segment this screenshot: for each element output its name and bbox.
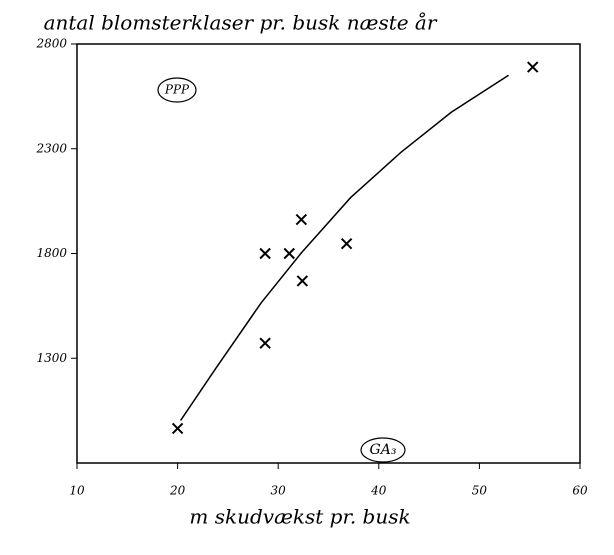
- x-axis-label: m skudvækst pr. busk: [189, 505, 410, 529]
- y-tick-label: 1800: [36, 246, 67, 260]
- chart-title: antal blomsterklaser pr. busk næste år: [44, 11, 438, 35]
- point: [259, 247, 271, 260]
- x-tick-label: 10: [69, 484, 85, 498]
- y-tick-label: 2800: [35, 37, 67, 51]
- annotation: GA₃: [370, 442, 397, 458]
- y-tick-label: 2300: [35, 141, 67, 155]
- x-tick-label: 60: [572, 484, 588, 498]
- point: [171, 422, 184, 435]
- x-tick-label: 40: [370, 484, 387, 498]
- x-tick-label: 50: [472, 484, 488, 498]
- point: [340, 237, 353, 250]
- point: [295, 213, 308, 226]
- fit-curve: [179, 74, 509, 421]
- annotation-circle: [360, 437, 406, 463]
- annotation-circle: [157, 77, 197, 103]
- point: [527, 61, 539, 73]
- plot-frame: [76, 43, 581, 464]
- annotation: PPP: [164, 83, 190, 97]
- y-tick-label: 1300: [36, 351, 67, 365]
- point: [283, 247, 295, 260]
- point: [259, 337, 271, 349]
- x-tick-label: 30: [271, 484, 287, 498]
- x-tick-label: 20: [169, 484, 186, 498]
- point: [296, 275, 309, 287]
